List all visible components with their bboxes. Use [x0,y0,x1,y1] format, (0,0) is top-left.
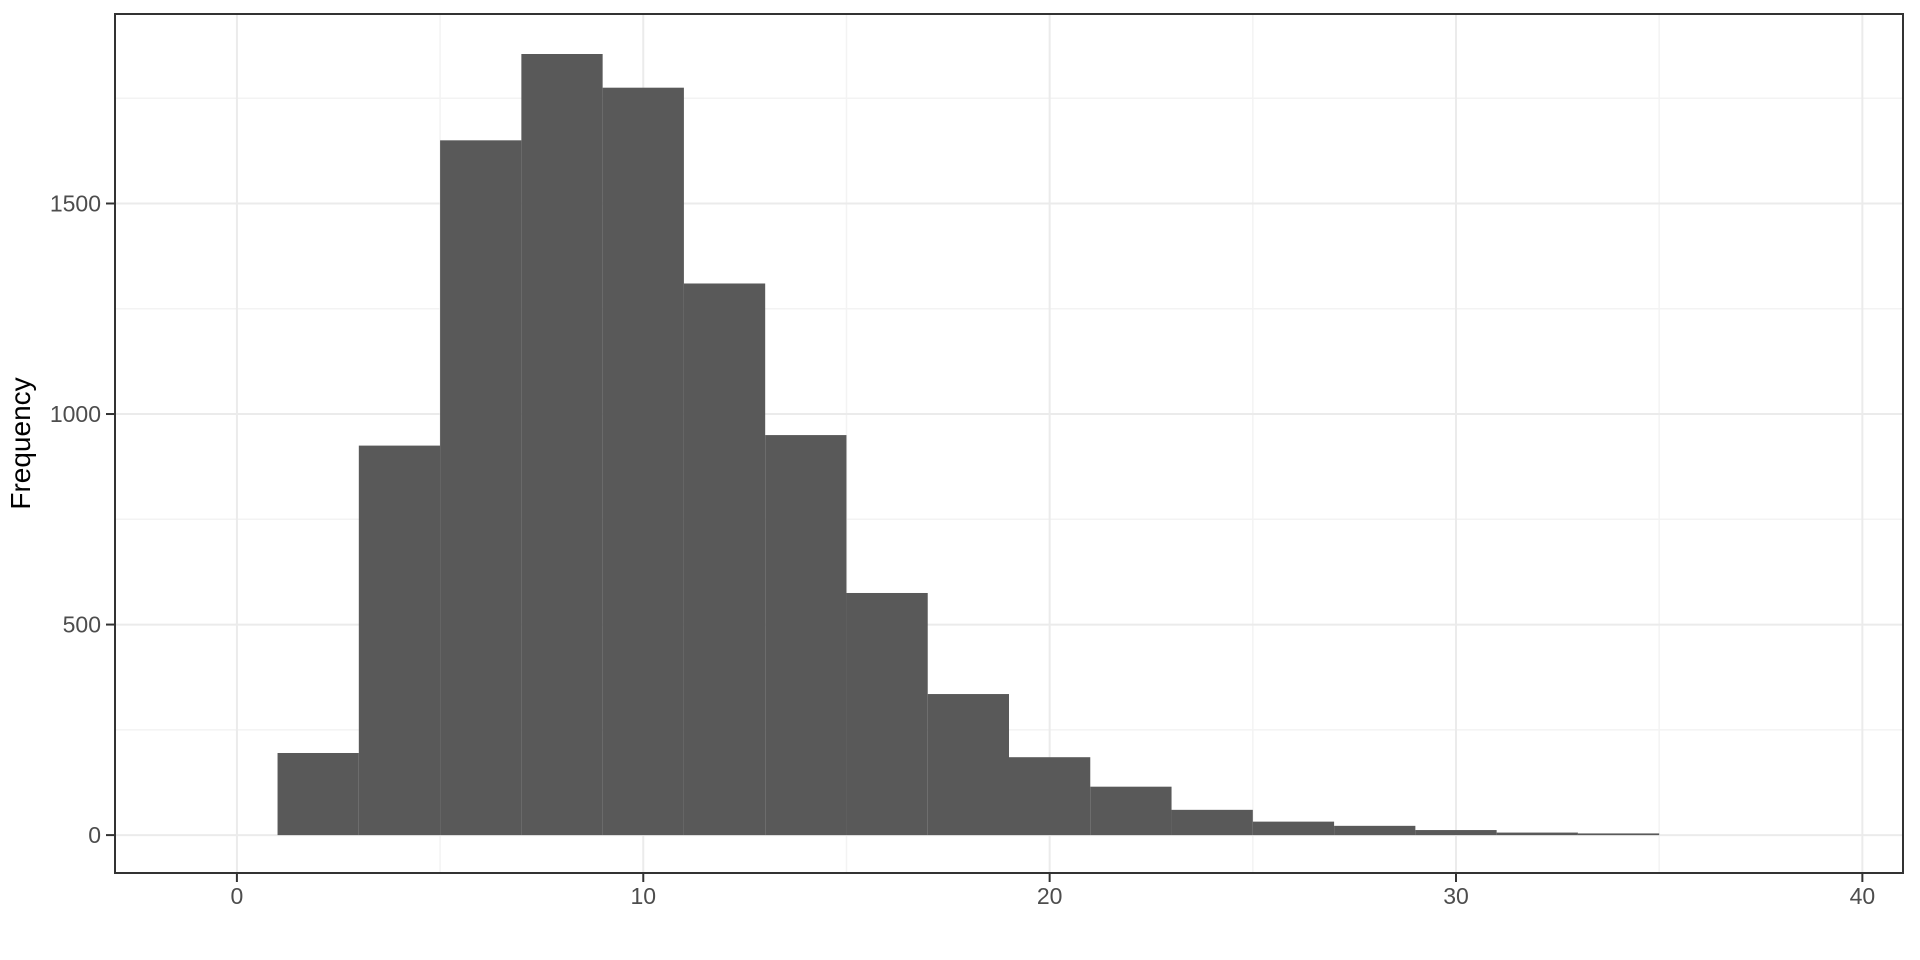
histogram-bar [927,694,1009,836]
panel-border [114,13,1904,874]
y-tick-label: 500 [63,612,101,638]
histogram-bar [1577,833,1660,836]
histogram-bar [1334,825,1416,836]
histogram-bar [1415,830,1497,836]
histogram-bar [440,140,522,836]
y-axis-title: Frequency [5,377,36,509]
histogram-bar [1171,809,1253,836]
y-tick-label: 0 [88,822,101,848]
x-tick-label: 0 [231,883,244,909]
histogram-bar [683,283,766,836]
x-tick-label: 20 [1037,883,1063,909]
x-tick-label: 40 [1850,883,1876,909]
histogram-bar [277,752,359,836]
histogram-bar [602,87,684,836]
x-tick-label: 10 [630,883,656,909]
y-tick-label: 1000 [50,401,101,427]
histogram-bar [765,435,847,836]
histogram-bar [1496,832,1578,836]
histogram-bar [358,445,441,836]
histogram-bar [1252,821,1335,836]
histogram-bar [846,592,928,836]
histogram-bar [1090,786,1172,836]
y-tick-label: 1500 [50,190,101,216]
x-tick-label: 30 [1443,883,1469,909]
histogram-bar [1009,757,1091,836]
histogram-bar [521,54,603,836]
